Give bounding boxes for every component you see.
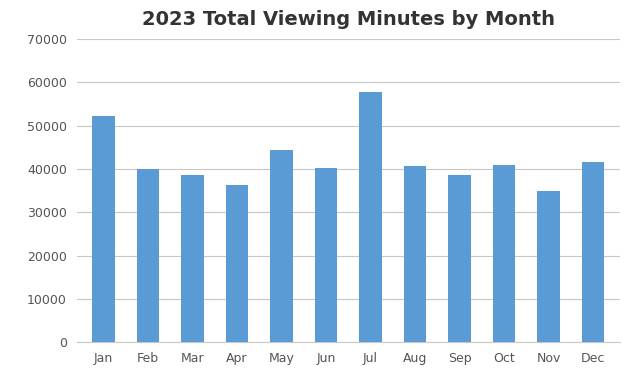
Title: 2023 Total Viewing Minutes by Month: 2023 Total Viewing Minutes by Month xyxy=(142,10,555,29)
Bar xyxy=(226,184,248,342)
Bar xyxy=(582,161,604,342)
Bar xyxy=(92,116,114,342)
Bar xyxy=(404,166,426,342)
Bar xyxy=(270,150,293,342)
Bar xyxy=(493,165,515,342)
Bar xyxy=(359,92,381,342)
Bar xyxy=(181,175,204,342)
Bar xyxy=(137,168,159,342)
Bar xyxy=(315,168,337,342)
Bar xyxy=(537,191,560,342)
Bar xyxy=(449,175,471,342)
